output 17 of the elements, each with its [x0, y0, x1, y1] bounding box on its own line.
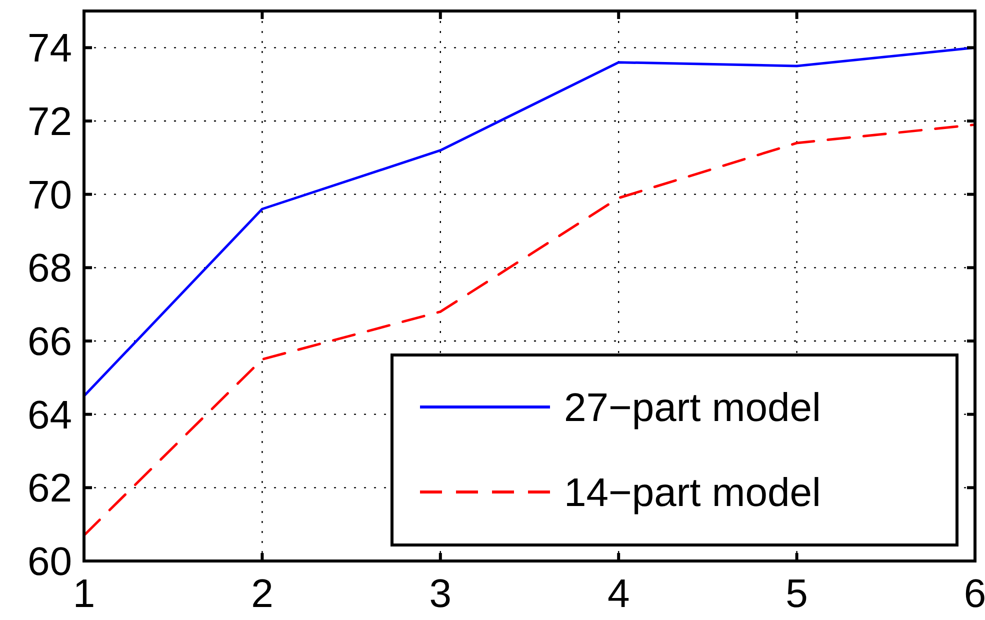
- x-tick-label: 3: [429, 572, 452, 616]
- y-tick-label: 70: [28, 173, 72, 218]
- y-tick-label: 68: [28, 246, 72, 291]
- legend-label: 14−part model: [564, 471, 821, 515]
- x-tick-label: 2: [251, 572, 274, 616]
- legend-label: 27−part model: [564, 386, 821, 430]
- x-tick-label: 4: [607, 572, 630, 616]
- y-tick-label: 72: [28, 100, 72, 144]
- y-tick-label: 60: [28, 540, 72, 584]
- y-tick-label: 62: [28, 466, 72, 511]
- y-tick-label: 64: [28, 393, 72, 438]
- x-tick-label: 6: [964, 572, 985, 616]
- x-tick-label: 5: [786, 572, 808, 616]
- x-tick-label: 1: [72, 572, 96, 616]
- y-tick-label: 66: [28, 320, 72, 364]
- line-series: [82, 123, 976, 537]
- y-tick-label: 74: [28, 26, 72, 71]
